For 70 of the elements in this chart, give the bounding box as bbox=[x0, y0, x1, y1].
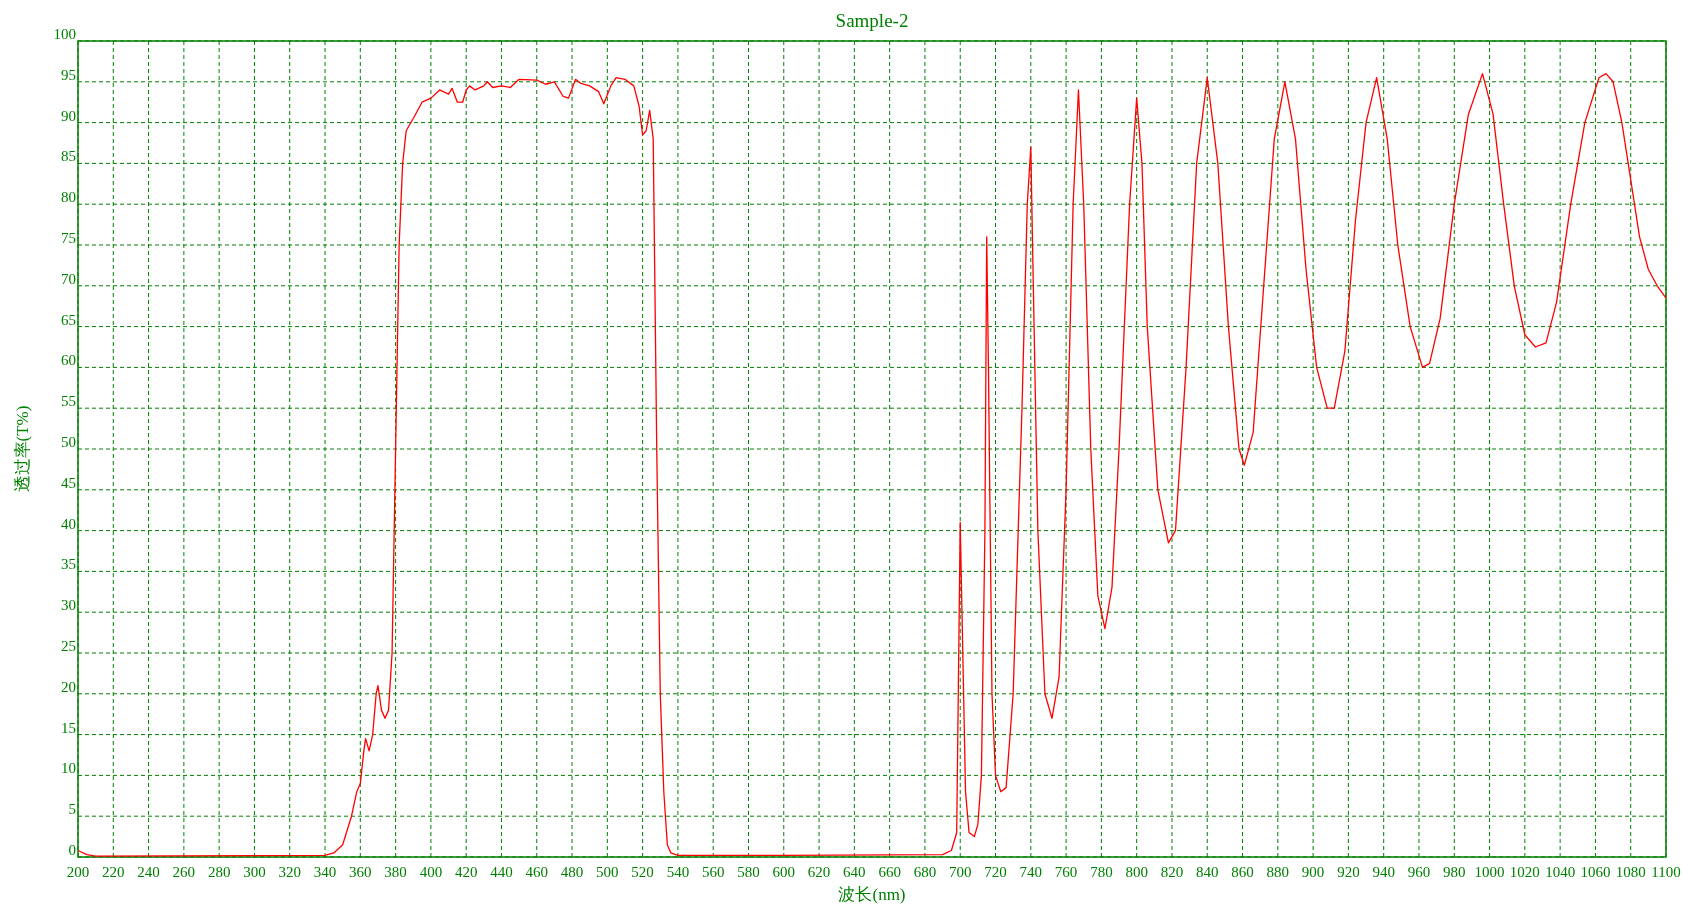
x-tick-label: 680 bbox=[913, 864, 937, 880]
x-tick-label: 900 bbox=[1301, 864, 1325, 880]
y-tick-label: 40 bbox=[61, 515, 76, 532]
x-tick-label: 920 bbox=[1337, 864, 1360, 880]
x-tick-label: 400 bbox=[419, 864, 443, 880]
x-tick-label: 320 bbox=[278, 864, 301, 880]
x-tick-label: 340 bbox=[313, 864, 337, 880]
y-tick-label: 90 bbox=[61, 107, 76, 124]
x-tick-label: 860 bbox=[1231, 864, 1254, 880]
x-tick-label: 240 bbox=[137, 864, 160, 880]
y-tick-label: 55 bbox=[61, 393, 76, 410]
x-axis-title: 波长(nm) bbox=[838, 885, 906, 904]
y-tick-label: 65 bbox=[61, 311, 76, 328]
x-tick-label: 440 bbox=[490, 864, 513, 880]
x-tick-label: 820 bbox=[1160, 864, 1184, 880]
x-tick-label: 280 bbox=[207, 864, 231, 880]
y-axis-title: 透过率(T%) bbox=[13, 405, 32, 493]
x-tick-label: 460 bbox=[525, 864, 549, 880]
y-tick-label: 0 bbox=[68, 842, 76, 858]
y-tick-label: 15 bbox=[61, 719, 76, 736]
x-tick-label: 220 bbox=[102, 864, 125, 880]
x-tick-label: 420 bbox=[454, 864, 478, 880]
x-tick-label: 1040 bbox=[1545, 864, 1576, 880]
x-tick-label: 480 bbox=[560, 864, 584, 880]
y-tick-label: 35 bbox=[61, 556, 76, 573]
y-tick-label: 60 bbox=[61, 352, 76, 369]
y-tick-label: 85 bbox=[61, 148, 76, 165]
y-tick-label: 70 bbox=[61, 270, 76, 287]
x-tick-label: 720 bbox=[984, 864, 1007, 880]
x-tick-label: 380 bbox=[384, 864, 407, 880]
x-tick-label: 1000 bbox=[1474, 864, 1505, 880]
x-tick-label: 580 bbox=[737, 864, 760, 880]
x-tick-label: 780 bbox=[1090, 864, 1113, 880]
y-tick-label: 20 bbox=[61, 678, 76, 695]
y-tick-label: 45 bbox=[61, 474, 76, 491]
x-tick-label: 360 bbox=[349, 864, 372, 880]
x-tick-label: 800 bbox=[1125, 864, 1148, 880]
x-tick-label: 200 bbox=[66, 864, 90, 880]
x-tick-label: 640 bbox=[843, 864, 866, 880]
x-tick-label: 520 bbox=[631, 864, 654, 880]
x-tick-label: 1060 bbox=[1580, 864, 1611, 880]
x-tick-label: 1100 bbox=[1651, 864, 1681, 880]
x-tick-label: 660 bbox=[878, 864, 901, 880]
x-tick-label: 560 bbox=[701, 864, 725, 880]
x-tick-label: 980 bbox=[1443, 864, 1466, 880]
y-tick-label: 30 bbox=[61, 597, 76, 614]
x-tick-label: 1020 bbox=[1509, 864, 1540, 880]
y-tick-label: 100 bbox=[53, 26, 76, 42]
y-tick-label: 25 bbox=[61, 638, 76, 654]
y-tick-label: 80 bbox=[61, 189, 76, 206]
y-tick-label: 5 bbox=[68, 801, 76, 818]
x-tick-label: 300 bbox=[243, 864, 266, 880]
x-tick-label: 260 bbox=[172, 864, 196, 880]
x-tick-label: 620 bbox=[807, 864, 831, 880]
x-tick-label: 540 bbox=[666, 864, 690, 880]
x-tick-label: 880 bbox=[1266, 864, 1290, 880]
x-tick-label: 940 bbox=[1372, 864, 1395, 880]
x-tick-label: 600 bbox=[772, 864, 796, 880]
x-tick-label: 1080 bbox=[1615, 864, 1646, 880]
y-tick-label: 95 bbox=[61, 66, 76, 83]
x-tick-label: 760 bbox=[1054, 864, 1078, 880]
x-tick-label: 840 bbox=[1195, 864, 1219, 880]
y-tick-label: 50 bbox=[61, 434, 76, 450]
x-tick-label: 960 bbox=[1407, 864, 1431, 880]
y-tick-label: 10 bbox=[61, 760, 76, 777]
x-tick-label: 500 bbox=[596, 864, 619, 880]
chart-title: Sample-2 bbox=[835, 10, 909, 31]
x-tick-label: 700 bbox=[948, 864, 972, 880]
y-tick-label: 75 bbox=[61, 230, 76, 246]
x-tick-label: 740 bbox=[1019, 864, 1043, 880]
